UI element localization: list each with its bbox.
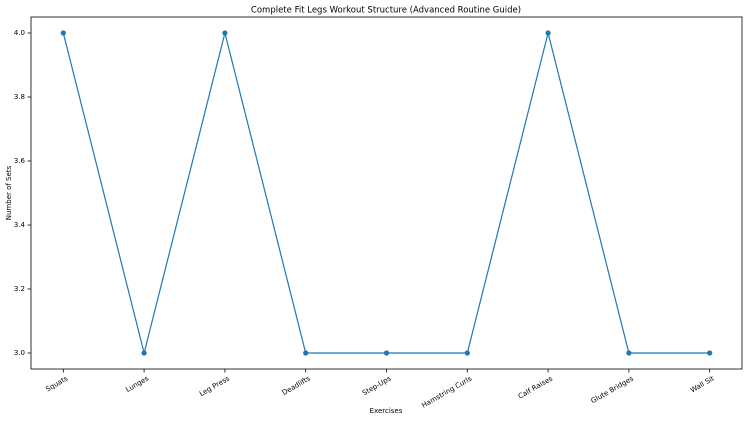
x-tick-label: Squats bbox=[45, 374, 70, 393]
y-tick-label: 4.0 bbox=[14, 29, 25, 37]
x-axis-label: Exercises bbox=[370, 407, 403, 415]
x-tick-label: Leg Press bbox=[198, 374, 231, 398]
x-tick-label: Lunges bbox=[124, 374, 150, 394]
x-tick-label: Wall Sit bbox=[689, 374, 716, 394]
data-point bbox=[141, 350, 147, 356]
y-tick-label: 3.0 bbox=[14, 349, 25, 357]
x-tick-label: Glute Bridges bbox=[590, 374, 635, 405]
x-tick-label: Calf Raises bbox=[517, 374, 555, 400]
x-tick-label: Hamstring Curls bbox=[420, 374, 473, 409]
data-point bbox=[626, 350, 632, 356]
plot-frame bbox=[30, 16, 743, 370]
x-tick-label: Step-Ups bbox=[361, 374, 393, 397]
data-point bbox=[464, 350, 470, 356]
y-tick-label: 3.4 bbox=[14, 221, 26, 229]
data-line bbox=[62, 32, 710, 354]
y-tick-label: 3.8 bbox=[14, 93, 25, 101]
data-point bbox=[303, 350, 309, 356]
x-tick-label: Deadlifts bbox=[281, 374, 312, 397]
data-point bbox=[383, 350, 390, 356]
data-point bbox=[707, 350, 713, 356]
y-tick-label: 3.6 bbox=[14, 157, 26, 165]
y-axis-label: Number of Sets bbox=[5, 165, 13, 220]
data-point bbox=[545, 30, 551, 36]
data-point bbox=[60, 30, 66, 36]
chart-title: Complete Fit Legs Workout Structure (Adv… bbox=[251, 6, 521, 16]
y-tick-label: 3.2 bbox=[14, 285, 25, 293]
data-point bbox=[222, 30, 228, 36]
